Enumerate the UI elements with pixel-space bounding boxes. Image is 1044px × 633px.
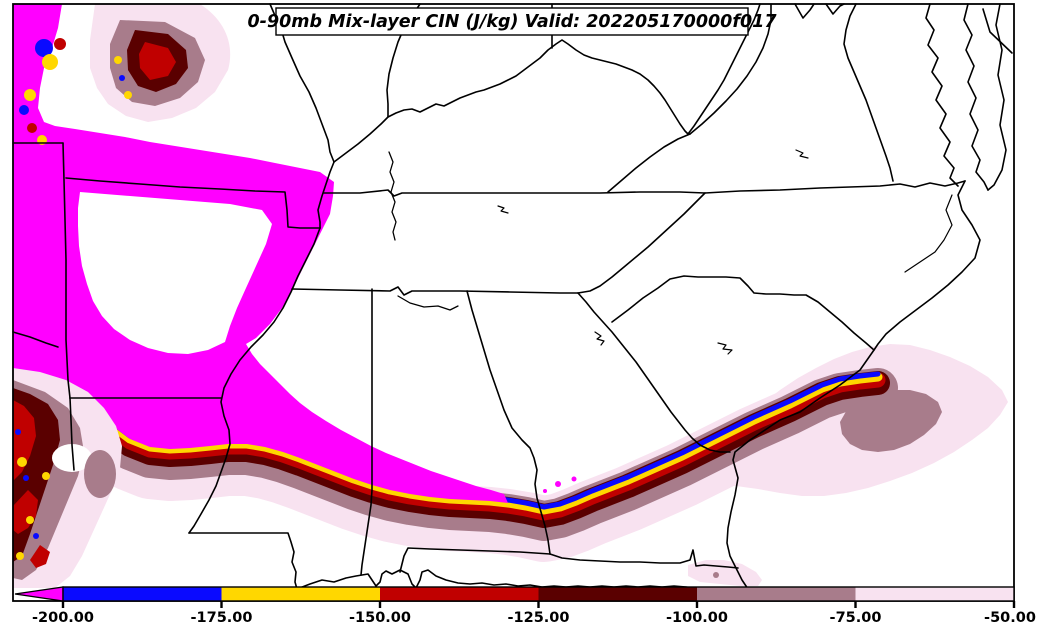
colorbar: -200.00 -175.00 -150.00 -125.00 -100.00 … <box>14 586 1036 626</box>
cin-strip-fringe <box>19 38 66 145</box>
river-tennessee-al <box>397 295 459 311</box>
border-la-ms <box>188 532 298 590</box>
colorbar-segment-red <box>380 587 539 601</box>
cin-speck-magenta <box>543 489 547 493</box>
border-la-tx <box>69 397 75 471</box>
cin-speck-red <box>54 38 66 50</box>
cin-cluster-southwest-missouri <box>90 4 231 122</box>
border-mo-ar <box>65 177 321 229</box>
border-ky-va <box>607 133 691 193</box>
colorbar-segment-blue <box>63 587 222 601</box>
coast-chesapeake-west <box>925 3 959 187</box>
cin-speck-yellow <box>17 457 27 467</box>
coast-atlantic <box>726 180 981 590</box>
cin-region-mauve-war <box>84 450 116 498</box>
border-ga-fl <box>549 549 739 569</box>
colorbar-tick-labels: -200.00 -175.00 -150.00 -125.00 -100.00 … <box>32 610 1036 626</box>
cin-fill-regions <box>13 4 1008 588</box>
cin-region-magenta-core <box>13 4 508 503</box>
coast-delmarva-west <box>963 3 989 191</box>
cin-region-red-war <box>30 545 50 568</box>
cin-speck-yellow <box>42 472 50 480</box>
cin-speck-blue <box>33 533 39 539</box>
cin-speck-yellow <box>42 54 58 70</box>
river-potomac-notch <box>794 3 815 19</box>
colorbar-tick-label: -125.00 <box>508 610 570 626</box>
state-borders <box>12 3 1013 590</box>
cin-white-pocket <box>52 444 92 472</box>
cin-speck-blue <box>119 75 125 81</box>
cin-speck-magenta <box>571 476 577 482</box>
cin-region-pink-florida <box>688 560 762 586</box>
cin-region-red-swmo <box>139 42 176 80</box>
cin-speck-blue <box>23 475 29 481</box>
lake-gaston <box>795 149 809 159</box>
coast-sound-inner <box>904 194 953 273</box>
colorbar-segment-yellow <box>221 587 380 601</box>
cin-speck-yellow <box>114 56 122 64</box>
lake-cumberland <box>497 205 509 214</box>
title-box <box>275 7 749 36</box>
border-tn-south <box>291 286 579 296</box>
border-kytn-vanc <box>323 180 966 197</box>
border-nc-sc <box>611 275 875 351</box>
cin-speck-yellow <box>16 552 24 560</box>
lake-marion <box>717 342 733 355</box>
cin-cluster-west-arkansas <box>13 368 122 588</box>
river-mississippi-lower <box>188 227 321 534</box>
colorbar-tick-label: -50.00 <box>984 610 1036 626</box>
river-savannah-ga-sc <box>577 292 731 453</box>
cin-speck-blue <box>19 105 29 115</box>
border-wv-va-west <box>689 3 772 135</box>
page-title: 0-90mb Mix-layer CIN (J/kg) Valid: 20220… <box>248 12 778 32</box>
map-title: 0-90mb Mix-layer CIN (J/kg) Valid: 20220… <box>248 7 778 36</box>
border-wv-va-east <box>843 3 894 182</box>
cin-speck-yellow <box>24 89 36 101</box>
river-tennessee-ky <box>388 151 397 241</box>
border-al-ms <box>360 288 373 576</box>
coast-delmarva-east <box>987 3 1007 191</box>
cin-speck-mauve <box>713 572 719 578</box>
border-ok-diagonal <box>12 331 59 348</box>
cin-speck-magenta <box>555 481 561 487</box>
cin-speck-blue <box>35 39 53 57</box>
cin-speck-blue <box>15 429 21 435</box>
cin-region-red-war <box>13 490 38 534</box>
cin-speck-yellow <box>26 516 34 524</box>
cin-speck-red <box>27 123 37 133</box>
colorbar-tick-label: -75.00 <box>830 610 882 626</box>
border-tn-nc <box>577 192 706 294</box>
colorbar-tick-label: -175.00 <box>191 610 253 626</box>
colorbar-tick-label: -200.00 <box>32 610 94 626</box>
river-mississippi-bootheel <box>317 161 335 229</box>
cin-region-mauve-offshore <box>840 390 942 452</box>
colorbar-tick-marks <box>61 601 1016 608</box>
colorbar-tick-label: -150.00 <box>349 610 411 626</box>
lake-murray <box>594 331 605 346</box>
border-al-ga <box>466 290 551 555</box>
colorbar-segment-mauve <box>697 587 856 601</box>
colorbar-tick-label: -100.00 <box>666 610 728 626</box>
border-al-fl <box>399 547 551 573</box>
colorbar-segment-maroon <box>538 587 697 601</box>
colorbar-segment-pink <box>855 587 1014 601</box>
border-md-de <box>982 8 1013 54</box>
cin-speck-yellow <box>124 91 132 99</box>
border-mo-ok-ar <box>62 142 71 399</box>
river-ohio <box>333 3 761 163</box>
river-potomac-notch <box>825 3 845 15</box>
lakes <box>497 149 809 355</box>
